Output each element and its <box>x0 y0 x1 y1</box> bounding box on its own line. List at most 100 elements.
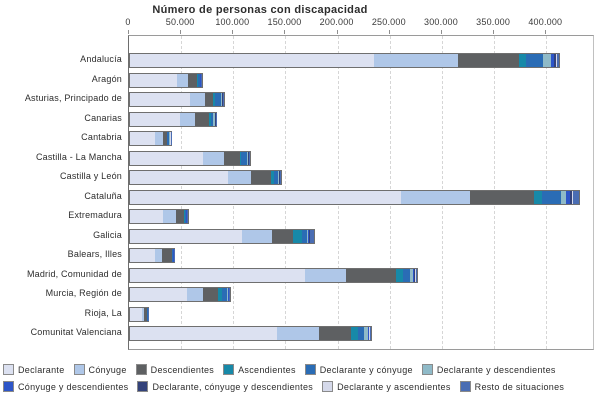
bar-segment-ascendientes <box>217 288 223 301</box>
bar-segment-declarante-y-descendientes <box>169 132 170 145</box>
bar-segment-conyuge-y-descendientes <box>247 151 249 165</box>
legend-item-declarante: Declarante <box>3 364 65 375</box>
bar-galicia <box>129 228 316 244</box>
bar-segment-declarante <box>130 268 305 282</box>
x-axis-tick-mark <box>128 30 129 34</box>
bar-segment-conyuge <box>304 268 346 282</box>
bar-segment-declarante-y-conyuge <box>402 268 410 282</box>
bar-segment-conyuge <box>228 171 251 184</box>
bar-segment-declarante <box>130 151 204 165</box>
bar-segment-resto-de-situaciones <box>415 268 418 282</box>
bar-segment-declarante-y-descendientes <box>364 327 368 340</box>
category-label-galicia: Galicia <box>93 229 122 240</box>
bar-segment-conyuge <box>187 288 204 301</box>
bar-segment-conyuge <box>401 190 471 204</box>
bar-segment-declarante-y-conyuge <box>541 190 561 204</box>
bar-segment-declarante <box>130 307 142 321</box>
bar-segment-resto-de-situaciones <box>201 73 202 87</box>
bar-segment-declarante <box>130 112 180 126</box>
bar-segment-ascendientes <box>171 249 173 262</box>
bar-canarias <box>129 111 218 127</box>
legend-label: Declarante y cónyuge <box>319 364 413 375</box>
x-axis-tick-mark <box>180 30 182 34</box>
bar-segment-declarante <box>130 327 277 340</box>
bar-segment-descendientes <box>250 171 272 184</box>
legend-swatch <box>135 364 147 375</box>
legend-item-descendientes: Descendientes <box>135 364 214 375</box>
bar-segment-conyuge <box>154 249 162 262</box>
bar-segment-ascendientes <box>351 327 359 340</box>
bar-segment-declarante <box>130 171 229 184</box>
legend-swatch <box>459 381 471 392</box>
legend-label: Cónyuge y descendientes <box>18 381 129 392</box>
bar-segment-declarante <box>130 249 155 262</box>
bar-extremadura <box>129 209 189 224</box>
bar-aragon <box>129 72 203 88</box>
bar-segment-declarante-conyuge-y-descendientes <box>569 190 572 204</box>
bar-segment-declarante-y-ascendientes <box>571 190 574 204</box>
bar-rioja-la <box>129 306 149 322</box>
bar-segment-resto-de-situaciones <box>215 112 217 126</box>
bar-segment-resto-de-situaciones <box>279 171 281 184</box>
bar-segment-descendientes <box>161 249 172 262</box>
category-label-canarias: Canarias <box>84 112 122 123</box>
bar-segment-declarante <box>130 190 402 204</box>
x-axis-tick-mark <box>388 30 390 34</box>
bar-segment-conyuge <box>179 112 196 126</box>
category-label-asturias-principado-de: Asturias, Principado de <box>24 93 122 103</box>
bar-segment-ascendientes <box>534 190 542 204</box>
bar-segment-conyuge <box>190 93 206 106</box>
bar-segment-declarante-y-descendientes <box>277 171 279 184</box>
bar-segment-declarante <box>130 132 156 145</box>
legend-item-declarante-conyuge-y-descendientes: Declarante, cónyuge y descendientes <box>137 381 313 392</box>
bar-murcia-region-de <box>129 287 231 302</box>
x-axis-tick-mark <box>232 30 234 34</box>
bar-segment-declarante-y-descendientes <box>306 229 309 243</box>
category-label-cantabria: Cantabria <box>81 132 122 142</box>
legend-swatch <box>137 381 149 392</box>
bar-segment-conyuge-y-descendientes <box>566 190 570 204</box>
category-label-aragon: Aragón <box>91 73 122 84</box>
bar-segment-declarante-conyuge-y-descendientes <box>368 327 370 340</box>
legend-swatch <box>421 364 433 375</box>
category-label-castilla-la-mancha: Castilla - La Mancha <box>35 151 122 162</box>
x-axis-tick-mark <box>545 30 547 34</box>
bar-segment-conyuge <box>203 151 224 165</box>
chart-title: Número de personas con discapacidad <box>152 4 368 16</box>
bar-segment-declarante-y-descendientes <box>212 112 215 126</box>
bar-segment-conyuge-y-descendientes <box>367 327 369 340</box>
category-label-comunitat-valenciana: Comunitat Valenciana <box>30 327 122 337</box>
category-label-extremadura: Extremadura <box>68 210 122 220</box>
x-axis-tick-mark <box>440 30 442 34</box>
bar-segment-declarante-y-descendientes <box>220 93 222 106</box>
bar-segment-ascendientes <box>239 151 242 165</box>
bar-segment-conyuge-y-descendientes <box>413 268 415 282</box>
bar-segment-descendientes <box>175 210 184 223</box>
bar-segment-resto-de-situaciones <box>573 190 579 204</box>
bar-segment-conyuge-y-descendientes <box>278 171 280 184</box>
legend-swatch <box>223 364 235 375</box>
legend-item-ascendientes: Ascendientes <box>223 364 296 375</box>
bar-segment-conyuge-y-descendientes <box>228 288 229 301</box>
bar-asturias-principado-de <box>129 92 225 107</box>
bar-segment-conyuge-y-descendientes <box>221 93 223 106</box>
category-label-murcia-region-de: Murcia, Región de <box>45 288 122 298</box>
legend-item-resto-de-situaciones: Resto de situaciones <box>459 381 565 392</box>
bar-segment-descendientes <box>205 93 214 106</box>
bar-segment-descendientes <box>458 54 520 67</box>
bar-segment-ascendientes <box>213 93 216 106</box>
legend-label: Declarante y ascendientes <box>337 381 451 392</box>
bar-segment-declarante <box>130 73 177 87</box>
legend-item-declarante-y-descendientes: Declarante y descendientes <box>421 364 556 375</box>
bar-segment-conyuge <box>163 210 176 223</box>
bar-cantabria <box>129 131 172 146</box>
legend-swatch <box>304 364 316 375</box>
bar-segment-conyuge <box>374 54 459 67</box>
legend-swatch <box>3 381 14 392</box>
bar-segment-descendientes <box>195 112 209 126</box>
legend-row: Cónyuge y descendientes Declarante, cónyu… <box>3 378 599 395</box>
x-axis-tick-label: 0 <box>125 17 131 27</box>
legend-label: Declarante, cónyuge y descendientes <box>152 381 314 392</box>
bar-segment-declarante <box>130 93 191 106</box>
